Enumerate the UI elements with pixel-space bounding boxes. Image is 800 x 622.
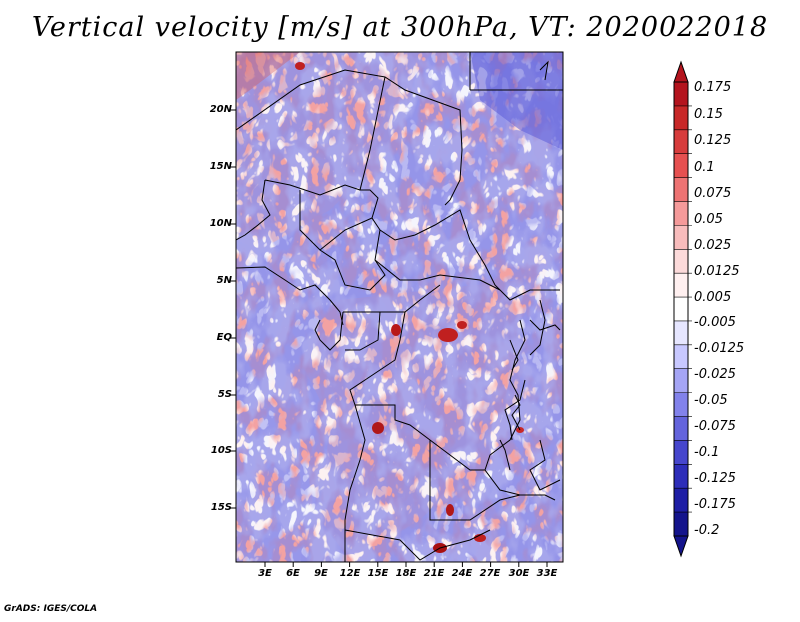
colorbar-segment	[674, 249, 688, 274]
velocity-field	[236, 52, 563, 562]
colorbar-label: -0.005	[694, 315, 736, 330]
lon-label: 9E	[314, 568, 328, 579]
lon-label: 27E	[479, 568, 501, 579]
colorbar-label: 0.1	[694, 160, 715, 175]
colorbar-segment	[674, 177, 688, 202]
colorbar-label: 0.05	[694, 212, 723, 227]
colorbar-label: -0.125	[694, 471, 736, 486]
lon-label: 24E	[451, 568, 473, 579]
software-credit: GrADS: IGES/COLA	[4, 604, 98, 614]
colorbar-label: 0.005	[694, 290, 732, 305]
lat-label: 5S	[217, 389, 232, 400]
lon-label: 30E	[508, 568, 530, 579]
colorbar-segment	[674, 297, 688, 322]
map-frame	[235, 51, 564, 563]
lon-label: 21E	[423, 568, 445, 579]
colorbar-segment	[674, 153, 688, 179]
colorbar-label: 0.0125	[694, 264, 740, 279]
colorbar-label: -0.025	[694, 367, 736, 382]
colorbar-label: 0.175	[694, 80, 732, 95]
lat-label: 10N	[209, 218, 232, 229]
colorbar-upper-arrow	[673, 60, 689, 83]
colorbar-segment	[674, 225, 688, 250]
colorbar-segment	[674, 488, 688, 513]
colorbar-segment	[674, 129, 688, 155]
lat-label: 5N	[216, 275, 232, 286]
colorbar-frame	[673, 81, 689, 537]
colorbar-segment	[674, 392, 688, 418]
colorbar-label: -0.05	[694, 393, 728, 408]
lat-label: 15N	[209, 161, 232, 172]
colorbar-segment	[674, 273, 688, 298]
lon-label: 12E	[339, 568, 361, 579]
axis-ticks	[230, 109, 548, 567]
colorbar-label: 0.15	[694, 107, 723, 122]
colorbar-label: 0.125	[694, 133, 732, 148]
political-boundaries	[236, 52, 563, 562]
lon-label: 33E	[536, 568, 558, 579]
lon-label: 15E	[367, 568, 389, 579]
lat-label: EQ	[216, 332, 232, 343]
lat-label: 20N	[209, 104, 232, 115]
map-title: Vertical velocity [m/s] at 300hPa, VT: 2…	[31, 12, 769, 43]
colorbar-segment	[674, 368, 688, 394]
lon-label: 3E	[258, 568, 272, 579]
lon-label: 18E	[395, 568, 417, 579]
colorbar-segment	[674, 105, 688, 131]
lat-label: 15S	[210, 502, 232, 513]
field-downdraft-texture	[236, 52, 563, 562]
colorbar-segment	[674, 416, 688, 441]
colorbar-segment	[674, 344, 688, 370]
colorbar	[673, 60, 692, 558]
colorbar-segment	[674, 320, 688, 346]
lat-label: 10S	[210, 445, 232, 456]
colorbar-label: -0.0125	[694, 341, 745, 356]
colorbar-segment	[674, 464, 688, 489]
colorbar-segment	[674, 440, 688, 465]
colorbar-lower-arrow	[673, 535, 689, 558]
colorbar-label: -0.1	[694, 445, 720, 460]
colorbar-label: -0.2	[694, 523, 720, 538]
colorbar-label: 0.025	[694, 238, 732, 253]
colorbar-label: 0.075	[694, 186, 732, 201]
lon-label: 6E	[286, 568, 300, 579]
colorbar-label: -0.175	[694, 497, 736, 512]
colorbar-segment	[674, 201, 688, 226]
colorbar-segment	[674, 82, 688, 107]
convective-cells	[295, 62, 524, 553]
colorbar-label: -0.075	[694, 419, 736, 434]
colorbar-segment	[674, 512, 688, 537]
